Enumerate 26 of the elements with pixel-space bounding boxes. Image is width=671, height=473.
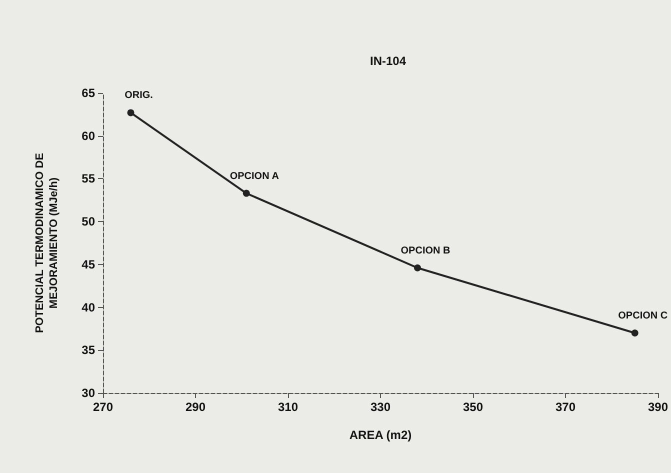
y-tick-label: 30: [82, 386, 96, 400]
y-tick-label: 35: [82, 343, 96, 358]
chart-title: IN-104: [370, 54, 406, 68]
y-axis-title: POTENCIAL TERMODINAMICO DE MEJORAMIENTO (MJe/h): [34, 152, 60, 334]
x-tick-label: 270: [92, 400, 114, 414]
point: [127, 109, 134, 116]
point: [414, 264, 421, 272]
point: [631, 330, 638, 336]
x-tick-label: 370: [555, 400, 576, 414]
x-tick-label: 290: [185, 400, 206, 414]
x-tick-label: 330: [370, 400, 391, 414]
x-tick-label: 310: [278, 400, 298, 414]
y-tick-label: 60: [82, 128, 96, 143]
y-tick-label: 45: [82, 257, 96, 272]
y-tick-label: 55: [82, 172, 96, 186]
y-tick-label: 50: [82, 214, 96, 229]
annotation: OPCION C: [618, 310, 668, 322]
y-tick-label: 40: [82, 300, 96, 314]
annotation: ORIG.: [124, 90, 154, 102]
y-tick-label: 65: [82, 86, 96, 100]
x-tick-label: 390: [648, 400, 668, 414]
annotation: OPCION A: [230, 170, 279, 182]
annotation: OPCION B: [400, 245, 450, 256]
x-tick-label: 350: [462, 400, 484, 414]
x-axis-title: AREA (m2): [349, 428, 412, 442]
point: [242, 190, 250, 197]
